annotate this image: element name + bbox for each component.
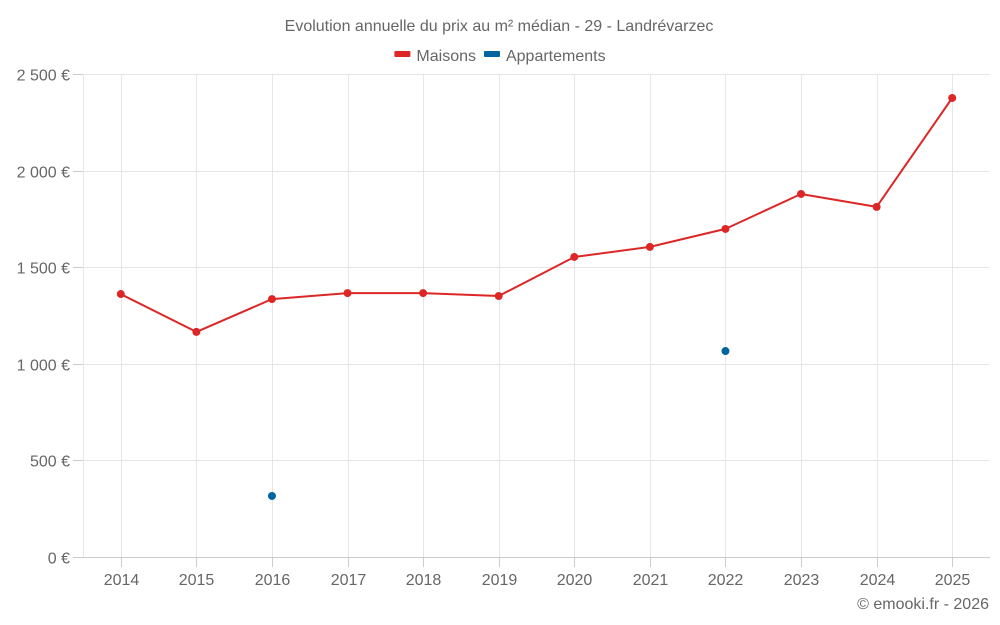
data-point[interactable]	[494, 291, 503, 300]
x-tick-label: 2015	[179, 572, 215, 589]
data-point[interactable]	[116, 290, 125, 299]
data-point[interactable]	[948, 93, 957, 102]
grid	[83, 74, 990, 558]
series-layer	[116, 93, 957, 500]
y-tick-label: 500 €	[30, 454, 70, 471]
y-tick-label: 1 000 €	[17, 358, 70, 375]
legend-label: Appartements	[506, 48, 606, 65]
x-tick-label: 2019	[482, 572, 518, 589]
legend-swatch	[483, 51, 500, 57]
y-tick-label: 0 €	[48, 551, 70, 568]
legend-label: Maisons	[416, 48, 476, 65]
legend: Maisons Appartements	[394, 48, 606, 65]
legend-item-appartements[interactable]: Appartements	[483, 48, 606, 65]
data-point[interactable]	[872, 202, 881, 211]
y-tick-label: 1 500 €	[17, 261, 70, 278]
data-point[interactable]	[721, 347, 730, 356]
x-tick-label: 2016	[255, 572, 291, 589]
series-appartements	[267, 347, 730, 500]
x-tick-label: 2022	[708, 572, 744, 589]
credit: © emooki.fr - 2026	[857, 596, 989, 613]
x-tick-label: 2024	[860, 572, 896, 589]
chart-title: Evolution annuelle du prix au m² médian …	[285, 18, 714, 35]
data-point[interactable]	[343, 289, 352, 298]
x-tick-label: 2025	[935, 572, 971, 589]
data-point[interactable]	[797, 189, 806, 198]
y-tick-label: 2 500 €	[17, 68, 70, 85]
x-tick-label: 2014	[104, 572, 140, 589]
x-tick-label: 2023	[784, 572, 820, 589]
x-tick-label: 2020	[557, 572, 593, 589]
data-point[interactable]	[721, 224, 730, 233]
data-point[interactable]	[645, 242, 654, 251]
data-point[interactable]	[419, 289, 428, 298]
y-tick-label: 2 000 €	[17, 165, 70, 182]
data-point[interactable]	[267, 491, 276, 500]
x-tick-label: 2017	[331, 572, 367, 589]
series-maisons	[116, 93, 957, 336]
y-axis: 0 € 500 € 1 000 € 1 500 € 2 000 € 2 500 €	[17, 68, 83, 568]
legend-item-maisons[interactable]: Maisons	[394, 48, 476, 65]
data-point[interactable]	[267, 295, 276, 304]
x-axis: 2014 2015 2016 2017 2018 2019 2020 2021 2022 2023…	[104, 557, 971, 589]
data-point[interactable]	[570, 252, 579, 261]
x-tick-label: 2018	[406, 572, 442, 589]
series-line	[120, 97, 954, 333]
legend-swatch	[394, 51, 411, 57]
data-point[interactable]	[192, 327, 201, 336]
x-tick-label: 2021	[633, 572, 669, 589]
